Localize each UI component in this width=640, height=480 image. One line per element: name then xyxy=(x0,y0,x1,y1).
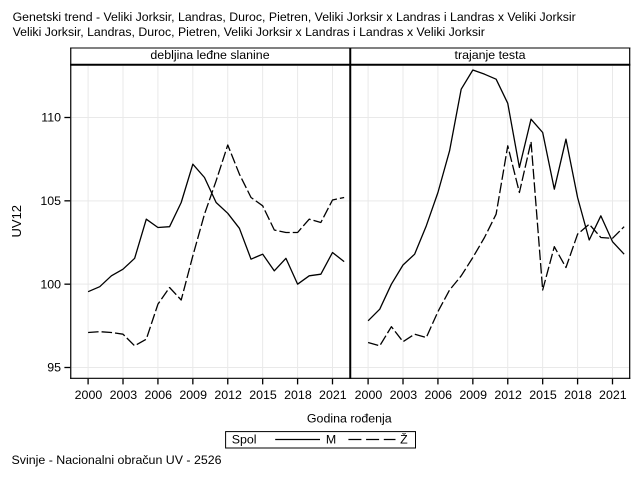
svg-text:95: 95 xyxy=(47,361,61,375)
svg-text:2021: 2021 xyxy=(599,388,627,402)
svg-text:110: 110 xyxy=(41,111,61,125)
svg-text:2012: 2012 xyxy=(214,388,242,402)
svg-text:UV12: UV12 xyxy=(9,205,24,238)
svg-text:Godina rođenja: Godina rođenja xyxy=(307,411,392,425)
svg-text:Genetski trend - Veliki Jorksi: Genetski trend - Veliki Jorksir, Landras… xyxy=(13,10,576,24)
svg-text:2015: 2015 xyxy=(249,388,277,402)
svg-text:Spol: Spol xyxy=(232,433,257,447)
svg-text:Veliki Jorksir, Landras, Duroc: Veliki Jorksir, Landras, Duroc, Pietren,… xyxy=(13,25,485,39)
svg-text:debljina leđne slanine: debljina leđne slanine xyxy=(150,48,269,62)
svg-text:2018: 2018 xyxy=(284,388,312,402)
svg-text:2018: 2018 xyxy=(564,388,592,402)
svg-text:2006: 2006 xyxy=(144,388,172,402)
svg-text:M: M xyxy=(326,433,336,447)
svg-text:2003: 2003 xyxy=(110,388,138,402)
svg-text:2006: 2006 xyxy=(424,388,452,402)
svg-text:2000: 2000 xyxy=(75,388,103,402)
svg-text:2000: 2000 xyxy=(355,388,383,402)
svg-text:2015: 2015 xyxy=(529,388,557,402)
svg-text:2009: 2009 xyxy=(179,388,207,402)
svg-text:100: 100 xyxy=(40,277,61,291)
svg-text:2003: 2003 xyxy=(390,388,418,402)
svg-text:2009: 2009 xyxy=(459,388,487,402)
svg-text:2021: 2021 xyxy=(319,388,347,402)
svg-text:Svinje - Nacionalni obračun UV: Svinje - Nacionalni obračun UV - 2526 xyxy=(12,453,222,467)
svg-text:Ž: Ž xyxy=(400,432,408,447)
svg-text:2012: 2012 xyxy=(494,388,522,402)
svg-text:105: 105 xyxy=(40,194,61,208)
svg-text:trajanje testa: trajanje testa xyxy=(455,48,526,62)
